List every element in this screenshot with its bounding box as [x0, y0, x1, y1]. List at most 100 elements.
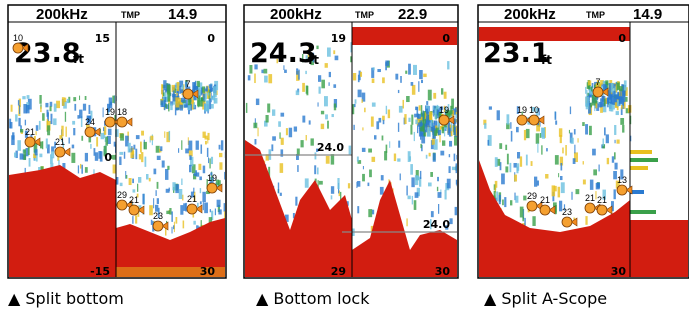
noise	[331, 154, 334, 165]
noise	[355, 99, 357, 103]
noise	[372, 79, 375, 84]
noise	[444, 127, 445, 137]
noise	[398, 141, 400, 148]
noise	[174, 222, 175, 232]
noise	[333, 50, 335, 54]
noise	[405, 71, 407, 74]
noise	[432, 126, 435, 131]
fish-depth: 19	[517, 105, 527, 115]
noise	[382, 77, 385, 83]
fish-depth: 29	[117, 190, 127, 200]
noise	[169, 131, 171, 141]
noise	[429, 153, 431, 157]
noise	[520, 156, 522, 166]
noise	[384, 151, 387, 160]
noise	[600, 98, 602, 107]
noise	[156, 146, 160, 153]
fish-icon	[517, 115, 527, 125]
fish-depth: 21	[129, 195, 139, 205]
fish-icon	[129, 205, 139, 215]
noise	[326, 156, 330, 164]
noise	[219, 162, 222, 169]
noise	[332, 114, 334, 117]
noise	[488, 140, 490, 146]
noise	[144, 142, 147, 149]
noise	[103, 127, 104, 131]
noise	[555, 112, 557, 120]
noise	[198, 164, 201, 170]
fish-depth: 21	[187, 194, 197, 204]
noise	[419, 70, 423, 79]
noise	[431, 119, 433, 127]
noise	[545, 174, 548, 179]
noise	[200, 201, 202, 204]
noise	[79, 96, 80, 100]
fish-icon	[187, 204, 197, 214]
fish-icon	[13, 43, 23, 53]
temperature: 22.9	[398, 6, 427, 23]
noise	[499, 143, 502, 149]
noise	[62, 97, 65, 106]
noise	[611, 83, 614, 93]
noise	[428, 90, 432, 101]
noise	[27, 95, 30, 99]
noise	[278, 183, 279, 194]
noise	[599, 165, 600, 172]
noise	[398, 123, 399, 132]
noise	[171, 211, 172, 221]
fish-depth: 21	[55, 137, 65, 147]
fish-icon	[585, 203, 595, 213]
noise	[36, 125, 39, 131]
noise	[363, 166, 364, 169]
fish-depth: 19	[207, 173, 217, 183]
noise	[201, 145, 203, 154]
noise	[334, 104, 336, 111]
noise	[454, 136, 458, 146]
fish-depth: 29	[527, 191, 537, 201]
scale-label: 29	[331, 265, 346, 278]
noise	[413, 65, 417, 75]
noise	[196, 172, 199, 176]
noise	[431, 211, 434, 217]
noise	[204, 203, 208, 214]
depth: 24.3	[250, 38, 317, 69]
noise	[194, 173, 196, 176]
caption: ▲ Split A-Scope	[484, 289, 607, 308]
noise	[430, 172, 433, 177]
noise	[523, 196, 526, 201]
noise	[372, 157, 376, 162]
noise	[85, 96, 87, 100]
noise	[164, 100, 166, 110]
noise	[386, 106, 387, 114]
noise	[133, 189, 136, 192]
temperature: 14.9	[633, 6, 662, 23]
noise	[450, 106, 452, 114]
noise	[116, 177, 118, 185]
noise	[442, 140, 445, 145]
noise	[349, 146, 352, 155]
fish-icon	[597, 205, 607, 215]
noise	[442, 127, 444, 133]
noise	[516, 127, 519, 132]
noise	[356, 182, 357, 188]
noise	[203, 166, 205, 174]
noise	[9, 119, 11, 129]
noise	[213, 86, 217, 97]
noise	[281, 149, 284, 156]
fish-icon	[85, 127, 95, 137]
noise	[617, 100, 619, 106]
noise	[206, 86, 208, 91]
noise	[261, 70, 263, 74]
noise	[574, 129, 576, 134]
noise	[258, 128, 259, 137]
noise	[40, 107, 41, 112]
noise	[179, 189, 183, 199]
scale-label: -15	[90, 265, 110, 278]
noise	[286, 128, 288, 135]
noise	[25, 120, 26, 126]
noise	[246, 103, 247, 113]
noise	[73, 128, 75, 135]
noise	[66, 127, 67, 137]
noise	[89, 105, 91, 114]
scale-label: 24.0	[317, 141, 344, 154]
